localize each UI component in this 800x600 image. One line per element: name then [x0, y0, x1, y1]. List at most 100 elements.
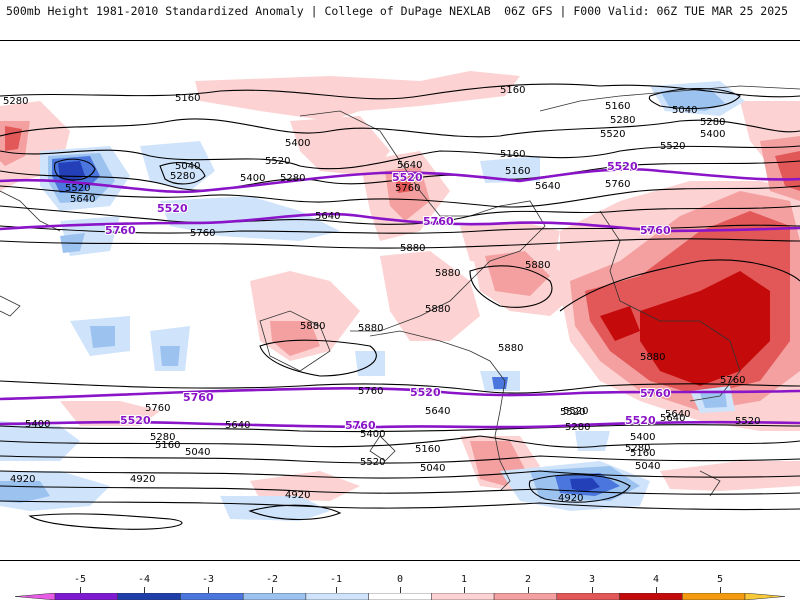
colorbar-tick-mark — [464, 587, 465, 593]
colorbar-tick-mark — [272, 587, 273, 593]
height-contour-label: 5160 — [630, 448, 655, 459]
colorbar-segment — [556, 593, 620, 600]
height-contour-label: 5640 — [70, 194, 95, 205]
colorbar-segment — [493, 593, 558, 600]
height-contour-label: 5760 — [720, 375, 745, 386]
colorbar-segment — [305, 593, 369, 600]
reference-contour-label: 5760 — [345, 419, 376, 432]
height-contour-label: 4920 — [10, 474, 35, 485]
colorbar-segment — [180, 593, 244, 600]
colorbar-tick-mark — [528, 587, 529, 593]
anomaly-colorbar: -5 -4 -3 -2 -1 0 1 2 3 4 5 — [0, 565, 800, 600]
reference-contour-label: 5520 — [625, 414, 656, 427]
height-contour-label: 5880 — [640, 352, 665, 363]
colorbar-strip — [15, 593, 785, 600]
height-contour-label: 5760 — [190, 228, 215, 239]
height-contour-label: 5160 — [500, 149, 525, 160]
height-contour-label: 5880 — [435, 268, 460, 279]
colorbar-tick-label: -1 — [329, 574, 343, 585]
reference-contours — [0, 168, 800, 429]
reference-contour-label: 5520 — [392, 171, 423, 184]
height-contour-label: 5160 — [175, 93, 200, 104]
reference-contour-label: 5520 — [410, 386, 441, 399]
height-contour-label: 5160 — [415, 444, 440, 455]
colorbar-tick-label: 4 — [652, 574, 660, 585]
height-contour-label: 5520 — [735, 416, 760, 427]
height-contour-label: 5520 — [265, 156, 290, 167]
colorbar-tick-mark — [336, 587, 337, 593]
colorbar-tick-label: 2 — [524, 574, 532, 585]
height-contour-label: 5280 — [150, 432, 175, 443]
height-contour-label: 5520 — [560, 407, 585, 418]
height-contour-label: 5280 — [565, 422, 590, 433]
height-contour-label: 5400 — [700, 129, 725, 140]
height-contour-label: 5880 — [525, 260, 550, 271]
height-contour-label: 5280 — [700, 117, 725, 128]
height-contour-label: 5520 — [563, 406, 588, 417]
height-contour-label: 5160 — [505, 166, 530, 177]
colorbar-tick-mark — [208, 587, 209, 593]
colorbar-tick-label: -4 — [137, 574, 151, 585]
height-contour-label: 5520 — [360, 457, 385, 468]
reference-contour-label: 5520 — [157, 202, 188, 215]
colorbar-tick-label: -5 — [73, 574, 87, 585]
model-valid-time: 06Z GFS | F000 Valid: 06Z TUE MAR 25 202… — [504, 4, 788, 18]
height-contours — [0, 83, 800, 530]
height-contour-label: 4920 — [285, 490, 310, 501]
height-contour-label: 5520 — [660, 141, 685, 152]
colorbar-tick-label: 5 — [716, 574, 724, 585]
height-contour-label: 5880 — [425, 304, 450, 315]
reference-contour-label: 5760 — [423, 215, 454, 228]
height-contour-label: 5880 — [400, 243, 425, 254]
height-contour-label: 5160 — [500, 85, 525, 96]
height-contour-label: 5400 — [360, 429, 385, 440]
colorbar-segment — [619, 593, 683, 600]
height-contour-label: 5880 — [358, 323, 383, 334]
height-contour-label: 5400 — [285, 138, 310, 149]
colorbar-segment — [15, 593, 56, 600]
height-contour-label: 5040 — [185, 447, 210, 458]
map-panel: 5280 5160 5040 5280 5400 5520 5520 5640 5280 5400… — [0, 40, 800, 561]
height-contour-label: 5160 — [605, 101, 630, 112]
height-contour-label: 5520 — [65, 183, 90, 194]
reference-contour-label: 5760 — [105, 224, 136, 237]
height-contour-label: 5280 — [280, 173, 305, 184]
colorbar-segment — [54, 593, 118, 600]
height-contour-label: 5280 — [610, 115, 635, 126]
height-contour-label: 5040 — [635, 461, 660, 472]
colorbar-segment — [744, 593, 785, 600]
map-title: 500mb Height 1981-2010 Standardized Anom… — [6, 4, 491, 18]
colorbar-tick-label: 3 — [588, 574, 596, 585]
colorbar-segment — [431, 593, 495, 600]
height-contour-label: 5760 — [145, 403, 170, 414]
height-contour-label: 5520 — [600, 129, 625, 140]
height-contour-label: 5040 — [420, 463, 445, 474]
reference-contour-labels: 5520 5760 5520 5760 5520 5760 5760 5520 5760 5520… — [104, 159, 672, 433]
colorbar-tick-label: -3 — [201, 574, 215, 585]
height-contour-label: 5760 — [358, 386, 383, 397]
colorbar-tick-mark — [400, 587, 401, 593]
height-contour-label: 5880 — [498, 343, 523, 354]
reference-contour-label: 5520 — [607, 160, 638, 173]
colorbar-tick-mark — [656, 587, 657, 593]
height-contour-label: 4920 — [130, 474, 155, 485]
colorbar-segment — [368, 593, 432, 600]
height-contour-label: 5280 — [3, 96, 28, 107]
colorbar-tick-label: -2 — [265, 574, 279, 585]
height-contour-label: 5880 — [300, 321, 325, 332]
colorbar-tick-mark — [720, 587, 721, 593]
reference-contour-label: 5760 — [640, 387, 671, 400]
height-contour-label: 5040 — [672, 105, 697, 116]
colorbar-tick-label: 1 — [460, 574, 468, 585]
height-contour-label: 5640 — [315, 211, 340, 222]
coastlines — [0, 85, 800, 497]
height-contour-label: 5040 — [175, 161, 200, 172]
height-contour-label: 5640 — [225, 420, 250, 431]
colorbar-tick-label: 0 — [396, 574, 404, 585]
colorbar-tick-mark — [592, 587, 593, 593]
reference-contour-label: 5760 — [183, 391, 214, 404]
height-contour-label: 5640 — [535, 181, 560, 192]
height-contour-label: 5400 — [25, 419, 50, 430]
positive-anomaly-shading — [0, 71, 800, 501]
height-contour-label: 4920 — [558, 493, 583, 504]
